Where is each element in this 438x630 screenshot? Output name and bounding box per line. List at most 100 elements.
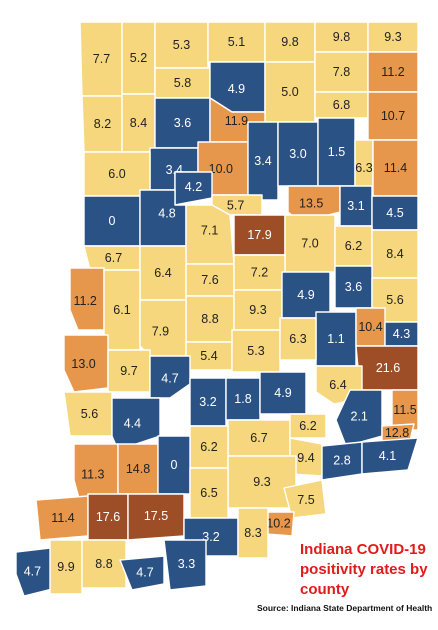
county-rate-label: 8.4 [386, 247, 403, 261]
county-rate-label: 5.7 [227, 199, 244, 213]
county-rate-label: 4.7 [161, 371, 178, 385]
county: 6.2 [189, 425, 229, 469]
county: 4.9 [209, 61, 266, 113]
county-rate-label: 7.9 [152, 325, 169, 339]
county-rate-label: 11.2 [73, 294, 96, 308]
county-rate-label: 6.3 [355, 161, 372, 175]
county: 4.7 [119, 555, 165, 591]
county-rate-label: 9.9 [57, 560, 74, 574]
county-rate-label: 6.2 [345, 239, 362, 253]
county-rate-label: 5.4 [200, 349, 217, 363]
county: 8.2 [81, 95, 123, 153]
county: 10.2 [261, 511, 295, 537]
county: 6.2 [334, 225, 373, 267]
county-rate-label: 3.6 [174, 116, 191, 130]
county: 3.6 [334, 265, 373, 309]
county-rate-label: 8.4 [130, 116, 147, 130]
county-rate-label: 0 [171, 458, 178, 472]
county: 5.4 [185, 341, 233, 371]
county-rate-label: 1.5 [328, 145, 345, 159]
county-rate-label: 6.7 [105, 251, 122, 265]
county: 4.7 [149, 355, 191, 399]
county-rate-label: 13.5 [299, 197, 323, 211]
county: 6.2 [289, 413, 327, 439]
county: 5.0 [264, 61, 316, 123]
county-rate-label: 6.4 [154, 266, 171, 280]
county-shape [63, 334, 109, 393]
county: 6.7 [83, 245, 141, 271]
county-rate-label: 7.2 [251, 266, 268, 280]
county-shape [49, 539, 83, 595]
county-rate-label: 7.5 [297, 493, 314, 507]
county-rate-label: 6.2 [200, 440, 217, 454]
county: 5.3 [231, 329, 281, 373]
county-rate-label: 6.7 [250, 431, 267, 445]
county-rate-label: 17.5 [144, 509, 168, 523]
county-rate-label: 6.0 [108, 167, 125, 181]
county-rate-label: 11.3 [81, 467, 104, 481]
county-rate-label: 11.9 [225, 114, 248, 128]
county: 7.9 [139, 299, 187, 357]
county-shape [15, 547, 57, 597]
county: 6.3 [279, 317, 317, 361]
county: 5.3 [154, 21, 209, 69]
county: 13.5 [287, 185, 341, 223]
county-shape [163, 539, 207, 591]
county-rate-label: 4.9 [297, 288, 314, 302]
county-rate-label: 6.1 [113, 303, 130, 317]
county: 3.2 [189, 377, 227, 427]
county-shape [237, 507, 269, 559]
county-shape [289, 413, 327, 439]
county-rate-label: 12.8 [385, 426, 409, 440]
county: 17.6 [87, 493, 129, 541]
county: 0 [83, 195, 141, 247]
county: 8.8 [185, 295, 235, 343]
county: 3.0 [277, 121, 319, 187]
county-rate-label: 4.7 [136, 566, 153, 580]
county: 6.4 [139, 245, 187, 301]
county: 4.9 [259, 371, 307, 415]
county: 6.5 [189, 467, 229, 519]
county: 10.7 [367, 91, 419, 141]
county-shape [391, 389, 419, 431]
county: 7.1 [185, 204, 235, 265]
county: 5.6 [63, 391, 113, 437]
county-rate-label: 2.1 [351, 409, 368, 423]
county-rate-label: 4.1 [379, 449, 396, 463]
county-rate-label: 1.8 [234, 392, 251, 406]
county: 8.8 [81, 539, 127, 589]
county: 5.1 [207, 21, 266, 63]
county: 2.8 [321, 441, 363, 481]
county-rate-label: 11.4 [51, 511, 74, 525]
county: 2.1 [335, 389, 383, 447]
county-rate-label: 3.6 [345, 280, 362, 294]
county: 7.7 [79, 21, 123, 97]
county: 7.8 [314, 51, 369, 93]
county-rate-label: 17.9 [247, 228, 271, 242]
county-shape [279, 317, 317, 361]
county: 17.5 [127, 493, 185, 541]
county: 1.1 [315, 311, 357, 367]
county: 9.8 [314, 21, 369, 53]
county: 6.1 [103, 269, 141, 351]
county: 5.8 [154, 67, 211, 99]
county: 21.6 [355, 345, 419, 391]
county: 9.8 [264, 21, 316, 63]
county-rate-label: 9.8 [281, 35, 298, 49]
county: 6.3 [354, 139, 374, 197]
county: 7.6 [185, 263, 235, 297]
county: 3.6 [154, 97, 211, 149]
county: 7.2 [233, 254, 286, 291]
county-rate-label: 8.8 [95, 557, 112, 571]
county-rate-label: 10.7 [381, 109, 405, 123]
county-rate-label: 0 [109, 214, 116, 228]
county: 9.3 [367, 21, 419, 53]
county: 7.5 [283, 479, 327, 519]
county-rate-label: 5.0 [281, 85, 298, 99]
county-shape [335, 389, 383, 447]
county-rate-label: 1.1 [327, 332, 344, 346]
county: 1.5 [317, 117, 356, 187]
county: 4.4 [111, 397, 161, 451]
county-rate-label: 3.1 [347, 199, 364, 213]
